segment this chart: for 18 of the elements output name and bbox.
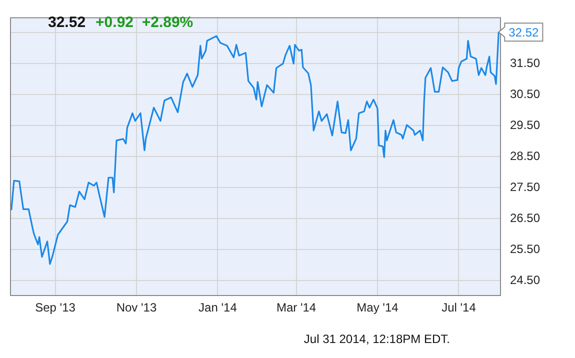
x-tick-label: May '14 [356,300,399,315]
y-tick-label: 30.50 [510,86,540,101]
y-tick-label: 24.50 [510,272,540,287]
text: Jul 31 2014, 12:18PM EDT. [304,332,450,346]
y-tick-label: 31.50 [510,56,540,70]
x-tick-label: Jul '14 [442,300,476,315]
x-tick-label: Nov '13 [116,300,157,315]
chart-title: 32.52 [48,14,86,31]
y-tick-label: 27.50 [510,180,540,194]
annotation: 32.52 [508,25,540,40]
chart-subtitle: +0.92 +2.89% [96,14,194,31]
y-tick-label: 26.50 [510,210,540,225]
x-tick-label: Sep '13 [35,300,76,315]
x-tick-label: Mar '14 [276,300,316,315]
y-tick-label: 25.50 [510,242,540,256]
x-tick-label: Jan '14 [198,300,238,315]
y-tick-label: 29.50 [510,118,540,132]
y-tick-label: 28.50 [510,148,540,163]
